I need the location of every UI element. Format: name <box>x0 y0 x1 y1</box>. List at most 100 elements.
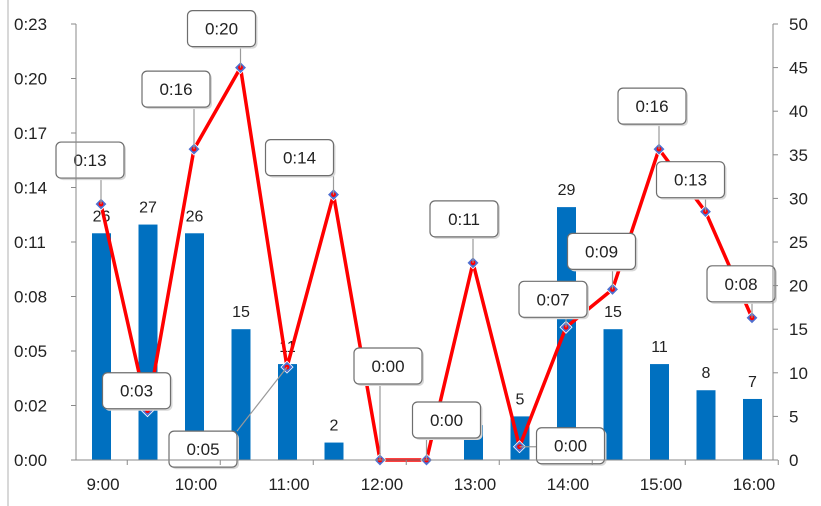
x-tick-label: 11:00 <box>268 475 309 494</box>
callout: 0:13 <box>655 161 727 212</box>
bar <box>696 390 716 460</box>
callout: 0:08 <box>706 265 777 318</box>
callout-box <box>264 139 335 177</box>
bar-series <box>92 207 762 460</box>
bar <box>231 329 251 460</box>
bar <box>324 442 344 460</box>
bar <box>138 224 158 460</box>
callout: 0:16 <box>141 70 212 150</box>
line-callouts: 0:13 0:03 0:16 0:20 0:05 0:14 0:00 0:00 0:11 0:00… <box>55 9 777 470</box>
callout-box <box>411 401 482 439</box>
callout-box <box>655 161 726 199</box>
bar-data-label: 2 <box>330 418 339 435</box>
left-tick-label: 0:14 <box>14 179 47 198</box>
callout: 0:16 <box>617 87 688 150</box>
right-tick-label: 40 <box>789 102 808 121</box>
bar-data-label: 15 <box>232 304 250 321</box>
bar-data-label: 27 <box>139 200 157 217</box>
callout-box <box>566 232 637 270</box>
x-tick-label: 10:00 <box>175 475 218 494</box>
right-tick-label: 15 <box>789 320 808 339</box>
line-marker-center <box>703 209 708 215</box>
right-tick-label: 25 <box>789 233 808 252</box>
line-data-label: 0:00 <box>554 437 587 456</box>
bar <box>92 233 111 460</box>
x-tick-label: 14:00 <box>547 475 590 494</box>
callout-box <box>706 265 776 303</box>
callout: 0:00 <box>411 401 483 460</box>
bar-data-label: 5 <box>516 391 525 408</box>
line-data-label: 0:13 <box>674 171 707 190</box>
left-tick-label: 0:02 <box>14 397 47 416</box>
callout: 0:00 <box>353 347 424 460</box>
left-tick-label: 0:00 <box>14 451 47 470</box>
bar-data-label: 26 <box>186 208 204 225</box>
callout-box <box>101 372 172 410</box>
left-tick-label: 0:11 <box>14 233 46 252</box>
line-data-label: 0:13 <box>73 151 106 170</box>
callout-box <box>55 141 125 179</box>
callout-box <box>429 200 499 238</box>
axes: 0:00 0:02 0:05 0:08 0:11 0:14 0:17 0:20 0:23 0 5 10… <box>7 0 808 506</box>
line-data-label: 0:03 <box>120 382 153 401</box>
bar <box>743 398 762 460</box>
line-data-label: 0:14 <box>283 149 316 168</box>
line-data-label: 0:09 <box>585 242 618 261</box>
callout-box <box>617 87 687 125</box>
line-data-label: 0:07 <box>536 290 569 309</box>
bar <box>278 364 297 460</box>
right-tick-label: 35 <box>789 146 808 165</box>
bar <box>650 364 669 460</box>
bar <box>185 233 204 460</box>
callout: 0:13 <box>55 141 126 205</box>
right-tick-label: 20 <box>789 277 808 296</box>
line-data-label: 0:00 <box>371 357 404 376</box>
bar-data-label: 29 <box>558 182 576 199</box>
x-tick-label: 9:00 <box>86 475 119 494</box>
callout: 0:14 <box>264 139 336 195</box>
callout: 0:07 <box>518 280 589 328</box>
bar <box>603 329 623 460</box>
x-tick-label: 13:00 <box>454 475 497 494</box>
left-tick-label: 0:05 <box>14 342 47 361</box>
left-tick-label: 0:17 <box>14 124 47 143</box>
callout-box <box>186 9 257 48</box>
bar-data-label: 8 <box>702 365 711 382</box>
left-tick-label: 0:20 <box>14 70 47 89</box>
callout-box <box>518 280 588 318</box>
bar <box>557 207 576 460</box>
bar-data-label: 11 <box>651 339 668 356</box>
callout-box <box>168 430 238 468</box>
bar-data-label: 7 <box>748 374 757 391</box>
callout: 0:11 <box>429 200 500 263</box>
callout-box <box>353 347 423 385</box>
right-tick-label: 45 <box>789 59 808 78</box>
x-tick-label: 16:00 <box>733 475 776 494</box>
left-tick-label: 0:08 <box>14 288 47 307</box>
callout: 0:09 <box>566 232 638 290</box>
callout: 0:00 <box>519 427 607 466</box>
bar-data-label: 15 <box>604 304 622 321</box>
right-tick-label: 10 <box>789 364 808 383</box>
left-tick-label: 0:23 <box>14 15 47 34</box>
right-tick-label: 50 <box>789 15 808 34</box>
right-tick-label: 5 <box>789 407 798 426</box>
callout-leader <box>236 366 288 432</box>
callout: 0:20 <box>186 9 258 68</box>
right-tick-label: 30 <box>789 189 808 208</box>
x-tick-label: 12:00 <box>361 475 404 494</box>
line-data-label: 0:00 <box>430 411 463 430</box>
callout-box <box>141 70 211 108</box>
line-data-label: 0:16 <box>635 97 668 116</box>
x-tick-label: 15:00 <box>640 475 683 494</box>
line-data-label: 0:05 <box>186 440 219 459</box>
line-data-label: 0:16 <box>159 80 192 99</box>
callout-box <box>535 427 606 465</box>
line-data-label: 0:20 <box>205 20 238 39</box>
callout: 0:03 <box>101 372 173 411</box>
line-marker-center <box>98 201 104 207</box>
right-tick-label: 0 <box>789 451 798 470</box>
line-data-label: 0:08 <box>724 275 757 294</box>
line-data-label: 0:11 <box>448 210 480 229</box>
